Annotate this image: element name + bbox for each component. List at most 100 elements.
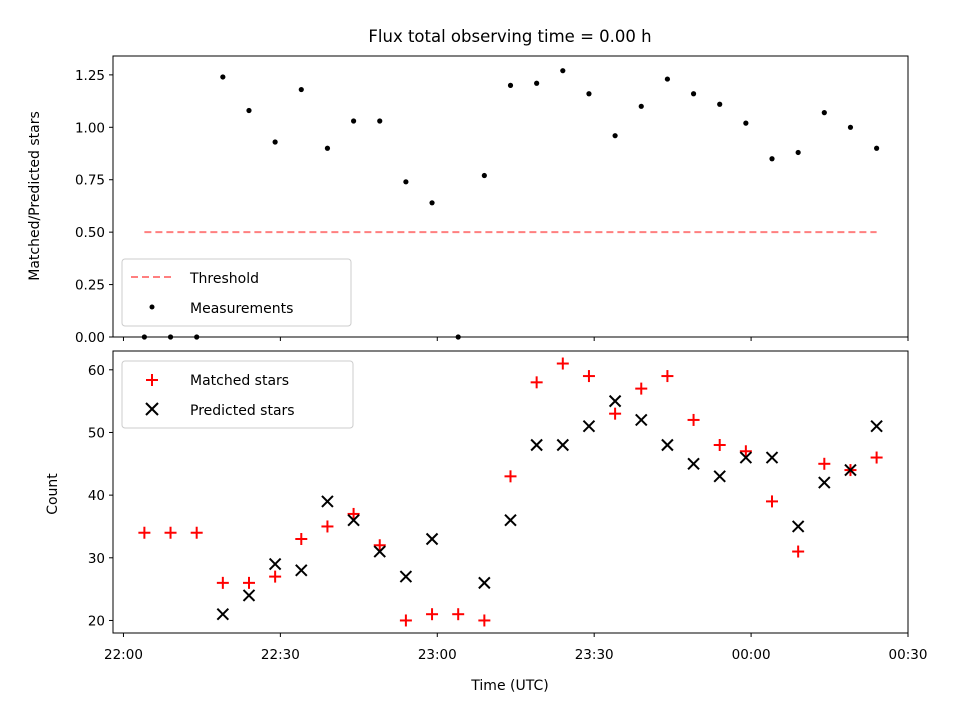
- top-legend-box: [121, 258, 352, 327]
- predicted-star-point: [530, 438, 543, 452]
- matched-stars-legend-label: Matched stars: [190, 373, 289, 389]
- matched-star-point: [216, 576, 229, 589]
- matched-star-point: [164, 526, 177, 539]
- matched-stars-legend-swatch: [146, 374, 158, 386]
- predicted-stars-legend-label: Predicted stars: [190, 403, 295, 419]
- predicted-star-point: [844, 463, 857, 477]
- predicted-star-point: [373, 545, 386, 558]
- x-tick-label: 23:30: [575, 647, 614, 663]
- star-count-panel: Count Time (UTC) 20 30 40 50 60 22:00 22:30 23:…: [45, 350, 928, 694]
- predicted-star-point: [818, 476, 831, 489]
- bottom-y-tick-label: 40: [88, 488, 105, 504]
- measurement-point: [350, 118, 357, 124]
- x-axis-label: Time (UTC): [470, 678, 548, 694]
- predicted-star-point: [295, 564, 308, 577]
- matched-star-point: [426, 608, 439, 621]
- top-axis-ticks: 0.00 0.25 0.50 0.75 1.00 1.25: [75, 68, 909, 346]
- predicted-star-point: [765, 451, 779, 464]
- measurement-point: [690, 91, 697, 97]
- predicted-star-point: [321, 495, 334, 508]
- top-y-tick-label: 1.25: [75, 68, 105, 84]
- measurement-point: [795, 149, 801, 156]
- matched-star-point: [556, 357, 569, 370]
- measurement-point: [429, 200, 435, 206]
- matched-star-point: [687, 413, 700, 426]
- bottom-legend-box: [121, 360, 354, 429]
- measurement-point: [220, 74, 226, 80]
- measurement-point: [638, 103, 644, 109]
- matched-star-point: [818, 457, 831, 470]
- matched-star-point: [478, 614, 491, 627]
- matched-star-point: [242, 576, 255, 589]
- measurement-point: [377, 118, 383, 124]
- threshold-legend-label: Threshold: [189, 271, 259, 287]
- predicted-star-point: [608, 394, 622, 408]
- measurement-point: [481, 172, 487, 179]
- matched-star-point: [661, 370, 674, 383]
- bottom-legend: Matched stars Predicted stars: [121, 360, 354, 429]
- matched-star-point: [321, 520, 334, 533]
- x-tick-label: 00:00: [732, 647, 771, 663]
- predicted-star-point: [425, 532, 439, 546]
- top-legend: Threshold Measurements: [121, 258, 352, 327]
- predicted-star-point: [347, 513, 360, 527]
- predicted-star-point: [242, 589, 256, 602]
- matched-star-point: [373, 539, 386, 552]
- predicted-star-point: [713, 470, 726, 483]
- matched-star-point: [138, 526, 151, 539]
- measurement-point: [403, 179, 409, 185]
- measurement-point: [743, 120, 749, 126]
- predicted-star-point: [216, 607, 230, 621]
- matched-star-point: [452, 608, 465, 621]
- bottom-y-tick-label: 50: [88, 425, 105, 441]
- matched-star-point: [739, 445, 752, 458]
- measurement-point: [847, 124, 854, 130]
- matched-star-point: [870, 451, 883, 464]
- predicted-star-point: [504, 513, 517, 527]
- measurement-point: [298, 86, 304, 93]
- x-tick-label: 22:00: [104, 647, 143, 663]
- matched-star-point: [399, 614, 412, 627]
- top-y-tick-label: 0.25: [75, 278, 105, 294]
- top-y-axis-label: Matched/Predicted stars: [27, 111, 43, 281]
- matched-star-point: [582, 370, 595, 383]
- bottom-y-tick-label: 30: [88, 551, 105, 567]
- predicted-stars-legend-swatch: [145, 402, 159, 416]
- bottom-axis-ticks: 20 30 40 50 60 22:00 22:30 23:00 23:30 00:00 00:30: [88, 363, 928, 663]
- measurement-point: [821, 110, 827, 116]
- x-tick-label: 22:30: [261, 647, 300, 663]
- measurement-point: [717, 101, 723, 107]
- top-y-tick-label: 0.50: [75, 225, 105, 241]
- measurement-point: [586, 91, 592, 97]
- x-tick-label: 00:30: [889, 647, 928, 663]
- measurement-point: [874, 145, 880, 151]
- matched-star-point: [530, 376, 543, 389]
- measurement-point: [560, 68, 566, 74]
- measurement-point: [324, 145, 331, 151]
- measurements-layer: [141, 68, 880, 340]
- flux-ratio-panel: Flux total observing time = 0.00 h Match…: [27, 27, 909, 346]
- matched-star-point: [609, 407, 622, 420]
- matched-star-point: [190, 526, 203, 539]
- matched-star-point: [504, 470, 517, 483]
- predicted-star-point: [687, 457, 700, 471]
- top-y-tick-label: 1.00: [75, 120, 105, 136]
- predicted-star-point: [268, 557, 282, 571]
- matched-star-point: [295, 533, 308, 545]
- predicted-star-point: [791, 520, 805, 533]
- star-count-layer: [138, 357, 883, 627]
- chart-title: Flux total observing time = 0.00 h: [368, 27, 651, 46]
- matched-star-point: [635, 382, 648, 395]
- measurement-point: [272, 139, 278, 145]
- top-y-tick-label: 0.00: [75, 330, 105, 346]
- predicted-star-point: [556, 438, 570, 452]
- measurement-point: [769, 156, 775, 162]
- measurements-legend-swatch: [149, 304, 155, 310]
- bottom-plot-frame: [112, 350, 909, 634]
- x-tick-label: 23:00: [418, 647, 457, 663]
- predicted-star-point: [661, 438, 674, 452]
- measurements-legend-label: Measurements: [190, 301, 293, 317]
- predicted-star-point: [870, 419, 883, 433]
- measurement-point: [246, 107, 252, 114]
- top-y-tick-label: 0.75: [75, 173, 105, 189]
